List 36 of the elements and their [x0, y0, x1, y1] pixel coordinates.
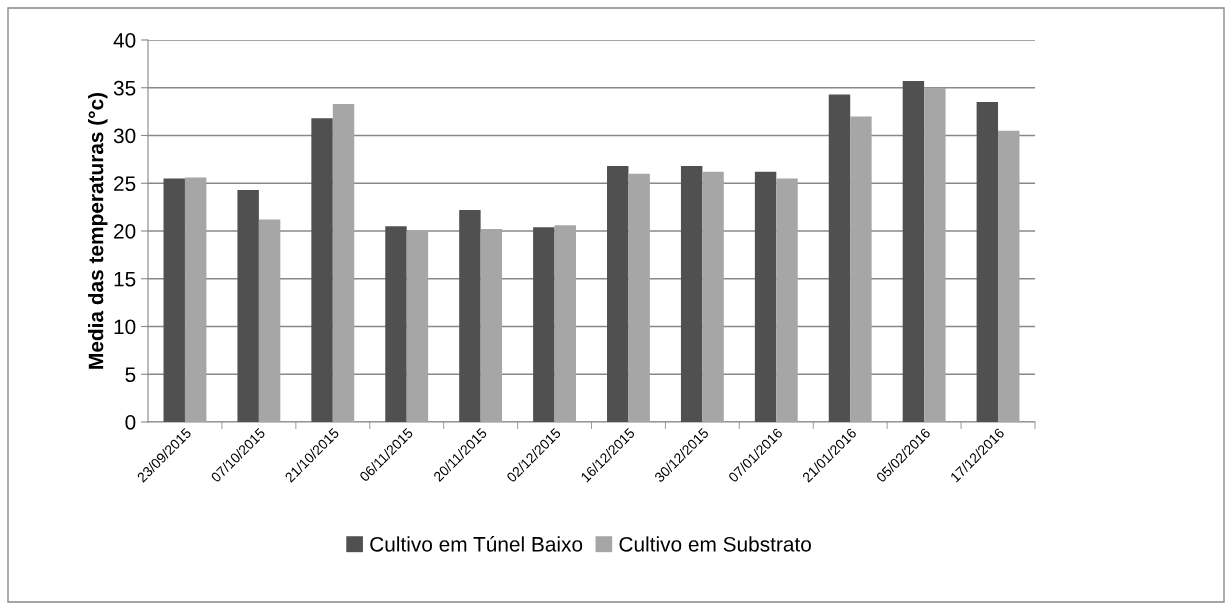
y-tick-label: 15	[114, 271, 136, 287]
bar	[406, 231, 429, 422]
bar	[332, 103, 355, 422]
bar	[554, 225, 576, 422]
y-tick-label: 30	[113, 128, 136, 144]
y-tick-label: 5	[125, 367, 136, 382]
y-tick-label: 35	[113, 80, 136, 96]
bar	[680, 166, 703, 422]
bar	[998, 130, 1020, 422]
bar	[828, 94, 851, 422]
y-axis-title: Media das temperaturas (°c)	[88, 92, 108, 369]
y-tick-label: 20	[114, 224, 136, 239]
bar	[533, 227, 555, 422]
y-tick-label: 10	[114, 319, 136, 335]
bar	[607, 166, 629, 422]
bar	[924, 87, 946, 422]
legend-label: Cultivo em Substrato	[619, 536, 811, 552]
bar	[754, 171, 777, 422]
bar	[459, 209, 481, 422]
bar	[628, 173, 650, 422]
bar	[237, 189, 259, 422]
y-tick-label: 0	[125, 415, 136, 430]
bar	[163, 178, 185, 422]
bar	[311, 118, 333, 422]
bar	[976, 102, 999, 422]
y-tick-label: 25	[114, 176, 136, 191]
bar	[702, 171, 724, 422]
legend-label: Cultivo em Túnel Baixo	[370, 536, 583, 552]
bar	[902, 81, 925, 422]
bar	[258, 219, 281, 422]
bar	[385, 226, 407, 422]
bar	[850, 116, 872, 422]
bar	[776, 178, 798, 422]
bar	[184, 177, 207, 422]
y-tick-label: 40	[113, 33, 136, 48]
bar	[480, 229, 503, 422]
